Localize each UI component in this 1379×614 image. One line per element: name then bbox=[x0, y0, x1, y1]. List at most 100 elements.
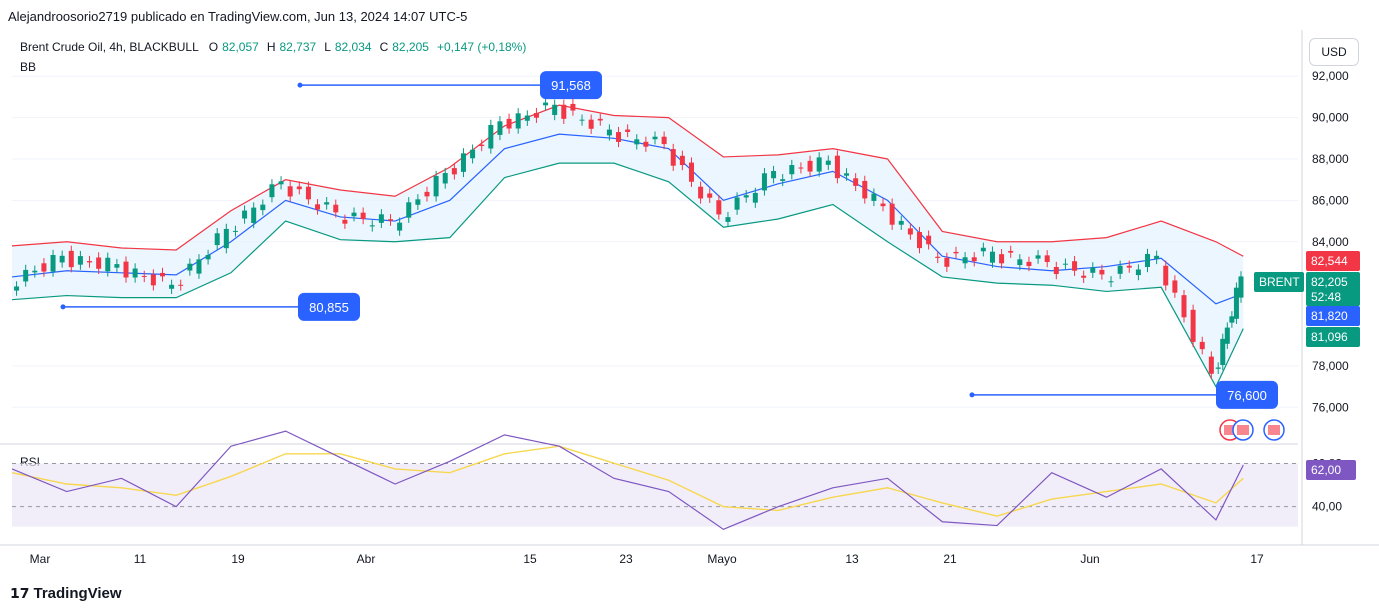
candle-body bbox=[77, 256, 83, 265]
candle-body bbox=[1229, 316, 1235, 323]
change-value: +0,147 (+0,18%) bbox=[436, 40, 527, 54]
bb-lines bbox=[11, 104, 1244, 388]
candle-body bbox=[825, 160, 831, 165]
candle-body bbox=[606, 129, 612, 136]
rsi-ma-line bbox=[11, 445, 1244, 517]
candle-body bbox=[1081, 275, 1087, 278]
candle-body bbox=[698, 186, 704, 199]
annotation-label: 91,568 bbox=[551, 78, 591, 93]
candle-body bbox=[898, 220, 904, 225]
candle-body bbox=[451, 168, 457, 175]
publisher-line: Alejandroosorio2719 publicado en Trading… bbox=[8, 9, 468, 24]
ohlc-legend: Brent Crude Oil, 4h, BLACKBULL O 82,057 H… bbox=[20, 40, 526, 54]
time-tick-label: Mar bbox=[30, 552, 51, 566]
bb-indicator-label[interactable]: BB bbox=[20, 60, 37, 74]
candle-body bbox=[150, 274, 156, 286]
price-annotations: 91,568 80,855 76,600 bbox=[60, 71, 1278, 409]
candle-body bbox=[871, 193, 877, 201]
candle-body bbox=[96, 257, 102, 269]
candle-body bbox=[1135, 269, 1141, 276]
candle-body bbox=[1026, 261, 1032, 267]
candle-body bbox=[798, 167, 804, 169]
candle-body bbox=[488, 124, 494, 149]
candle-body bbox=[926, 235, 932, 245]
tradingview-logo[interactable]: 𝟭𝟳 TradingView bbox=[10, 585, 122, 602]
candle-body bbox=[707, 193, 713, 198]
time-tick-label: 23 bbox=[619, 552, 633, 566]
candle-body bbox=[397, 222, 403, 231]
candle-body bbox=[278, 181, 284, 185]
candle-body bbox=[579, 119, 585, 121]
candles bbox=[14, 97, 1244, 379]
price-chart[interactable]: 91,568 80,855 76,600 92,000 90,000 88,000 86,… bbox=[0, 0, 1379, 580]
price-tick-label: 90,000 bbox=[1312, 111, 1349, 125]
candle-body bbox=[388, 219, 394, 221]
bb-upper-line bbox=[11, 104, 1244, 257]
candle-body bbox=[1145, 253, 1151, 268]
candle-body bbox=[114, 264, 120, 268]
candle-body bbox=[1238, 276, 1244, 298]
last-price-box bbox=[1306, 272, 1360, 306]
rsi-tick-label: 40,00 bbox=[1312, 500, 1342, 514]
candle-body bbox=[87, 261, 93, 263]
bb-basis-line bbox=[11, 133, 1244, 305]
candle-body bbox=[862, 180, 868, 199]
candle-body bbox=[1017, 259, 1023, 266]
candle-body bbox=[479, 144, 485, 147]
low-value: 82,034 bbox=[334, 40, 372, 54]
symbol-label[interactable]: Brent Crude Oil, 4h, BLACKBULL bbox=[20, 40, 199, 54]
candle-body bbox=[105, 257, 111, 272]
candle-body bbox=[324, 202, 330, 205]
time-tick-label: 17 bbox=[1250, 552, 1264, 566]
time-axis: Mar 11 19 Abr 15 23 Mayo 13 21 Jun 17 bbox=[30, 552, 1264, 566]
candle-body bbox=[853, 178, 859, 186]
candle-body bbox=[123, 261, 129, 278]
candle-body bbox=[378, 214, 384, 223]
candle-body bbox=[470, 149, 476, 159]
candle-body bbox=[50, 255, 56, 272]
candle-body bbox=[524, 115, 530, 121]
candle-body bbox=[442, 173, 448, 184]
candle-body bbox=[369, 225, 375, 227]
candle-body bbox=[169, 284, 175, 289]
bb-band-fill bbox=[12, 105, 1244, 387]
candle-body bbox=[734, 197, 740, 210]
candle-body bbox=[980, 247, 986, 252]
candle-body bbox=[1053, 267, 1059, 275]
close-label: C bbox=[379, 40, 389, 54]
candle-body bbox=[1172, 280, 1178, 293]
annotation-label: 80,855 bbox=[309, 300, 349, 315]
candle-body bbox=[716, 200, 722, 215]
close-value: 82,205 bbox=[392, 40, 429, 54]
candle-body bbox=[1126, 265, 1132, 268]
candle-body bbox=[816, 157, 822, 172]
time-tick-label: 19 bbox=[231, 552, 245, 566]
time-tick-label: 11 bbox=[134, 552, 147, 566]
rsi-line bbox=[11, 430, 1244, 531]
bb-upper-price-label-box bbox=[1306, 251, 1360, 271]
bb-upper-price-label: 82,544 bbox=[1311, 254, 1348, 268]
event-icons bbox=[1219, 419, 1285, 441]
candle-body bbox=[1208, 356, 1214, 374]
candle-body bbox=[287, 186, 293, 197]
candle-body bbox=[196, 259, 202, 274]
candle-body bbox=[433, 176, 439, 197]
candle-body bbox=[32, 270, 38, 273]
candle-body bbox=[1224, 327, 1230, 344]
candle-body bbox=[1199, 341, 1205, 350]
bb-lower-price-label: 81,096 bbox=[1311, 330, 1348, 344]
candle-body bbox=[971, 257, 977, 262]
candle-body bbox=[688, 162, 694, 182]
candle-body bbox=[761, 173, 767, 191]
candle-body bbox=[643, 141, 649, 147]
candle-body bbox=[752, 192, 758, 203]
candle-body bbox=[834, 155, 840, 179]
candle-body bbox=[132, 268, 138, 278]
candle-body bbox=[552, 104, 558, 115]
candle-body bbox=[844, 173, 850, 176]
candle-body bbox=[807, 160, 813, 172]
candle-body bbox=[771, 170, 777, 179]
candle-body bbox=[178, 284, 184, 286]
currency-button[interactable]: USD bbox=[1309, 38, 1359, 66]
time-tick-label: Abr bbox=[357, 552, 376, 566]
